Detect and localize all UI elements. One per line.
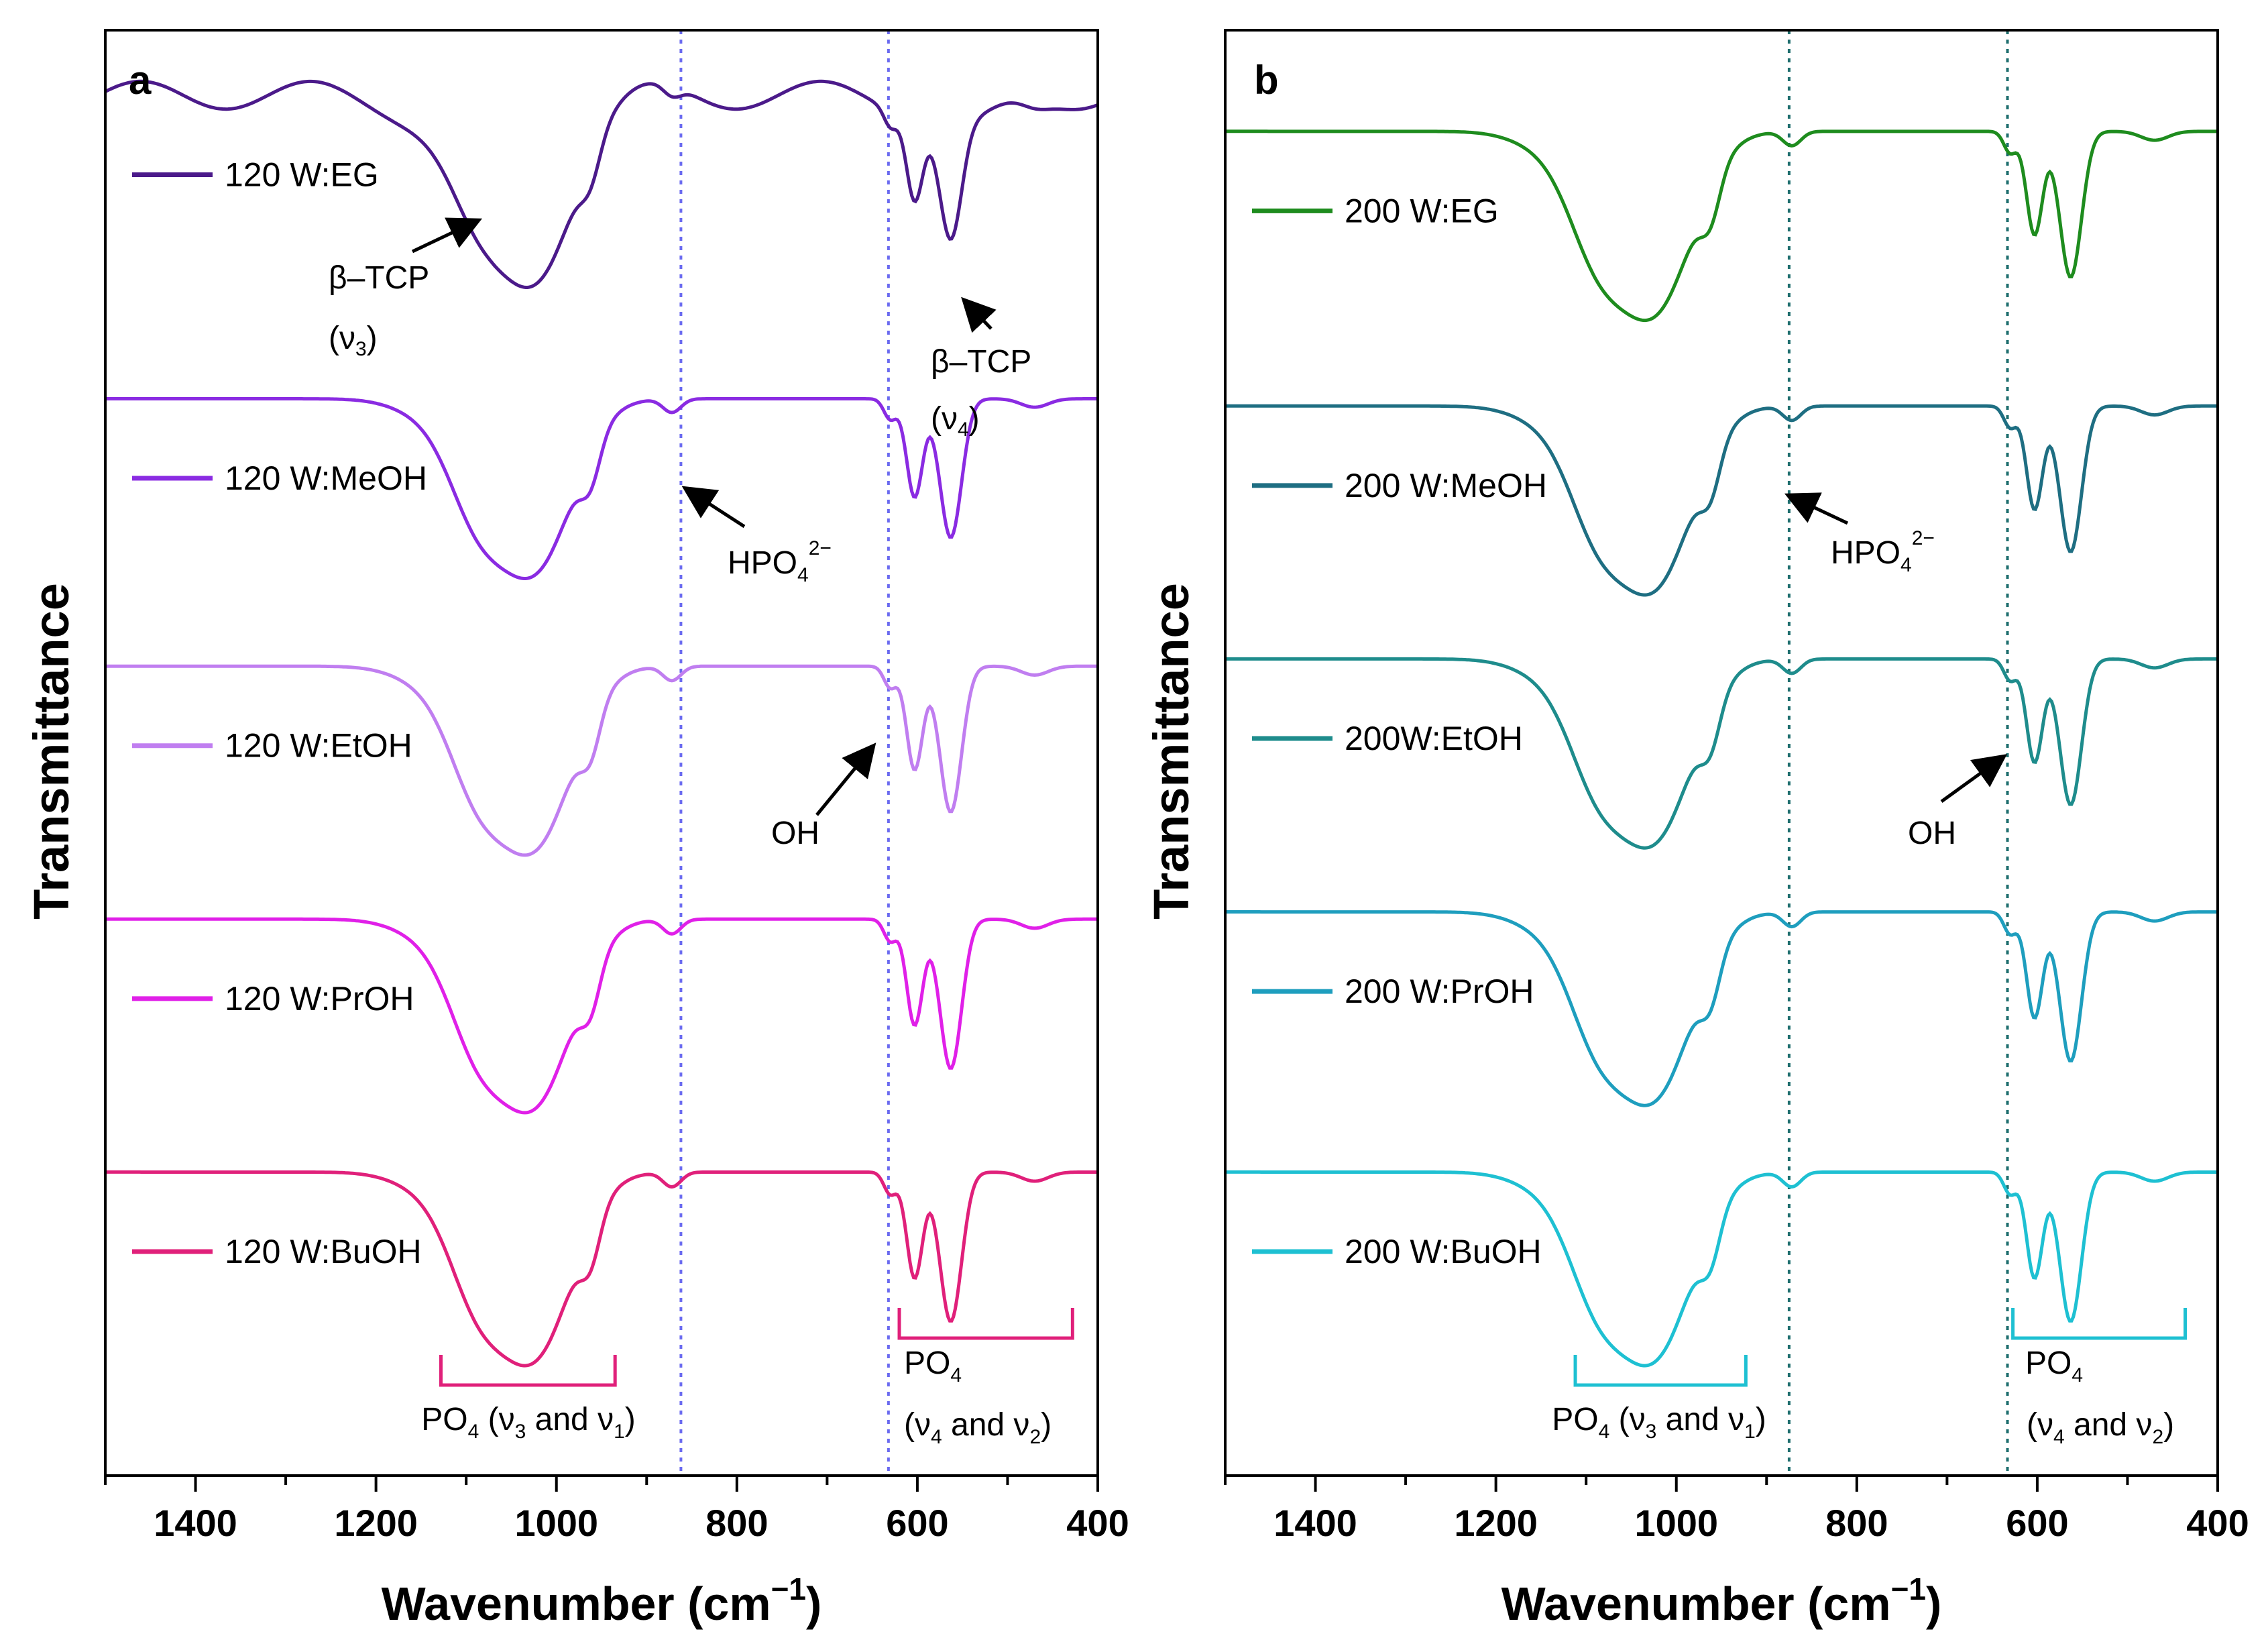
- bracket: [1573, 1355, 1748, 1387]
- legend-label: 200 W:PrOH: [1345, 973, 1534, 1010]
- x-tick-label: 1400: [1273, 1502, 1357, 1544]
- hpo-label: HPO42−: [728, 537, 832, 586]
- hpo-arrow: [1784, 492, 1849, 525]
- x-axis-label: Wavenumber (cm−1): [1501, 1572, 1942, 1630]
- bracket2-label-line1: PO4: [2025, 1345, 2083, 1386]
- legend-label: 200 W:MeOH: [1345, 467, 1547, 504]
- bracket2-label-line2: (ν4 and ν2): [904, 1407, 1052, 1448]
- bracket: [439, 1355, 617, 1387]
- series-line: [105, 664, 1098, 857]
- panel-label: a: [129, 58, 152, 103]
- legend-label: 120 W:EG: [225, 156, 379, 194]
- series-line: [1225, 129, 2218, 323]
- x-tick-label: 800: [1825, 1502, 1888, 1544]
- y-axis-label: Transmittance: [23, 583, 79, 920]
- x-tick-label: 1000: [1634, 1502, 1718, 1544]
- y-axis-label: Transmittance: [1143, 583, 1199, 920]
- band-brackets: [439, 1308, 1074, 1387]
- oh-label: OH: [771, 816, 819, 851]
- x-tick-label: 800: [705, 1502, 768, 1544]
- series-line: [1225, 404, 2218, 597]
- hpo-arrow: [681, 486, 746, 529]
- panel-a: 120 W:EG 120 W:MeOH 120 W:EtOH 120 W:PrOH 12…: [23, 29, 1129, 1630]
- spectra-group: [104, 79, 1098, 1368]
- guide-lines: [1787, 30, 2009, 1476]
- legend-label: 120 W:MeOH: [225, 459, 427, 497]
- legend-label: 200W:EtOH: [1345, 720, 1523, 757]
- legend-label: 120 W:BuOH: [225, 1233, 422, 1270]
- panel-label: b: [1254, 58, 1279, 103]
- oh-label: OH: [1908, 816, 1956, 851]
- plot-frame: [104, 29, 1099, 1477]
- tcp4-label: β–TCP: [931, 344, 1031, 380]
- x-tick-label: 1400: [154, 1502, 237, 1544]
- tcp3-mode: (ν3): [329, 321, 378, 360]
- x-axis-ticks: 1400 1200 1000 800 600 400: [104, 1476, 1129, 1544]
- x-tick-label: 600: [2006, 1502, 2068, 1544]
- x-tick-label: 400: [1066, 1502, 1129, 1544]
- x-tick-label: 1200: [1454, 1502, 1538, 1544]
- band-brackets: [1573, 1308, 2188, 1387]
- legend-label: 200 W:EG: [1345, 192, 1499, 229]
- plot-frame: [1224, 29, 2219, 1477]
- spectra-group: [1225, 129, 2218, 1368]
- bracket2-label-line2: (ν4 and ν2): [2027, 1407, 2174, 1448]
- x-tick-label: 1000: [514, 1502, 598, 1544]
- bracket1-label: PO4 (ν3 and ν1): [421, 1402, 636, 1443]
- oh-arrow: [1940, 754, 2008, 804]
- series-line: [1225, 657, 2218, 850]
- x-tick-label: 400: [2186, 1502, 2249, 1544]
- bracket2-label-line1: PO4: [904, 1345, 962, 1386]
- x-axis-ticks: 1400 1200 1000 800 600 400: [1224, 1476, 2249, 1544]
- series-line: [105, 397, 1098, 580]
- legend: 200 W:EG 200 W:MeOH 200W:EtOH 200 W:PrOH 200…: [1252, 192, 1547, 1270]
- bracket: [2011, 1308, 2188, 1340]
- x-tick-label: 600: [886, 1502, 948, 1544]
- tcp4-arrow: [961, 296, 997, 333]
- x-axis-label: Wavenumber (cm−1): [382, 1572, 822, 1630]
- guide-lines: [679, 30, 890, 1476]
- series-line: [1225, 1170, 2218, 1368]
- legend: 120 W:EG 120 W:MeOH 120 W:EtOH 120 W:PrOH 12…: [132, 156, 427, 1270]
- panel-b: 200 W:EG 200 W:MeOH 200W:EtOH 200 W:PrOH 200…: [1143, 29, 2249, 1630]
- legend-label: 120 W:PrOH: [225, 980, 414, 1018]
- legend-label: 120 W:EtOH: [225, 727, 412, 765]
- series-line: [104, 79, 1098, 289]
- bracket: [897, 1308, 1074, 1340]
- tcp4-mode: (ν4): [931, 401, 980, 441]
- x-tick-label: 1200: [334, 1502, 418, 1544]
- tcp3-arrow: [411, 217, 483, 254]
- oh-arrow: [815, 742, 876, 816]
- series-line: [1225, 910, 2218, 1107]
- hpo-label: HPO42−: [1831, 527, 1935, 576]
- series-line: [105, 1170, 1098, 1368]
- series-line: [105, 917, 1098, 1115]
- bracket1-label: PO4 (ν3 and ν1): [1552, 1402, 1766, 1443]
- tcp3-label: β–TCP: [329, 260, 429, 296]
- legend-label: 200 W:BuOH: [1345, 1233, 1542, 1270]
